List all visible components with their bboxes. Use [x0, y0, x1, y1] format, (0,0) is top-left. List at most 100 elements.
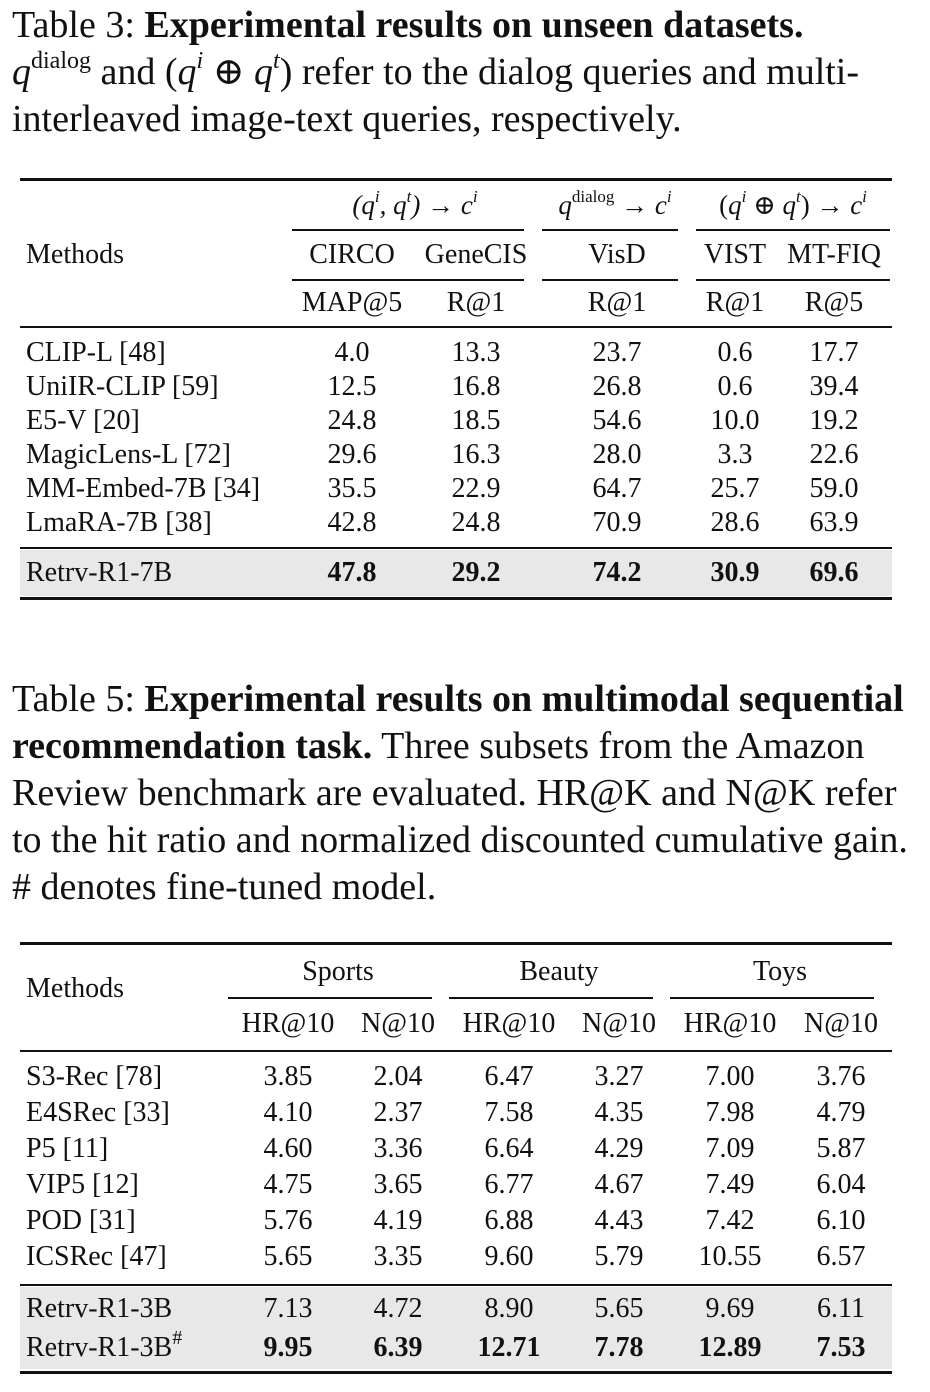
q-interleaved-symbol: (qi ⊕ qt) — [164, 48, 293, 93]
table5-metric: HR@10 — [241, 1008, 335, 1039]
table5-cell: 3.35 — [373, 1241, 423, 1272]
table3-cell: 29.6 — [327, 439, 377, 470]
table3-caption-bold: Experimental results on unseen datasets. — [144, 4, 804, 46]
table5-group-rule-1 — [228, 997, 432, 999]
table5-metric: N@10 — [360, 1008, 436, 1039]
table3-row-method: LmaRA-7B [38] — [26, 507, 212, 538]
table5-ours-cell: 4.72 — [373, 1293, 423, 1324]
table5-ours-cell: 6.11 — [817, 1293, 865, 1324]
table3-group-1-rule — [292, 229, 524, 231]
table5-ours-ft-cell: 9.95 — [263, 1332, 313, 1363]
table3-group-3-rule — [696, 229, 890, 231]
table5-top-rule — [20, 942, 892, 945]
table3-highlight-row — [20, 550, 892, 596]
table5-cell: 6.88 — [484, 1205, 534, 1236]
table3-cell: 25.7 — [710, 473, 760, 504]
table3-cell: 22.6 — [809, 439, 859, 470]
table5-ours-ft-cell: 7.78 — [594, 1332, 644, 1363]
table3-cell: 63.9 — [809, 507, 859, 538]
table5-ours-ft-cell: 12.71 — [477, 1332, 541, 1363]
table3-dataset-rule-3 — [696, 279, 890, 281]
table3-cell: 35.5 — [327, 473, 377, 504]
table3-cell: 3.3 — [717, 439, 753, 470]
table3-body-rule — [20, 547, 892, 549]
table5-ours-method: Retrv-R1-3B — [26, 1293, 173, 1324]
table5-cell: 9.60 — [484, 1241, 534, 1272]
table3-cell: 24.8 — [451, 507, 501, 538]
table5-caption-label: Table 5: — [12, 678, 135, 720]
table3-row-method: E5-V [20] — [26, 405, 140, 436]
table3-top-rule — [20, 178, 892, 181]
table5-cell: 4.75 — [263, 1169, 313, 1200]
table3-cell: 23.7 — [592, 337, 642, 368]
table5-cell: 2.37 — [373, 1097, 423, 1128]
table5-metric: N@10 — [803, 1008, 879, 1039]
table3-cell: 12.5 — [327, 371, 377, 402]
table3-cell: 17.7 — [809, 337, 859, 368]
table3-row-method: MagicLens-L [72] — [26, 439, 231, 470]
table5-ours-ft-method-label: Retrv-R1-3B — [26, 1332, 173, 1363]
table3-cell: 28.0 — [592, 439, 642, 470]
table3-cell: 70.9 — [592, 507, 642, 538]
table5-caption-bold: Experimental results on multimodal seque… — [12, 678, 904, 767]
table5-ours-ft-cell: 6.39 — [373, 1332, 423, 1363]
table5-row-method: ICSRec [47] — [26, 1241, 167, 1272]
table5-cell: 7.49 — [705, 1169, 755, 1200]
table5-methods-header: Methods — [26, 973, 124, 1004]
table5-metric: HR@10 — [462, 1008, 556, 1039]
table3-header-rule — [20, 326, 892, 328]
table3-cell: 64.7 — [592, 473, 642, 504]
table5-header-rule — [20, 1050, 892, 1052]
table5-cell: 5.79 — [594, 1241, 644, 1272]
table5-bottom-rule — [20, 1371, 892, 1374]
table5-cell: 10.55 — [698, 1241, 762, 1272]
table5-ours-ft-cell: 12.89 — [698, 1332, 762, 1363]
table3-dataset-circo: CIRCO — [309, 239, 395, 270]
table5-cell: 4.79 — [816, 1097, 866, 1128]
table3-cell: 16.3 — [451, 439, 501, 470]
table3-cell: 0.6 — [717, 371, 753, 402]
table3-group-2-rule — [542, 229, 678, 231]
table5-cell: 7.98 — [705, 1097, 755, 1128]
table3-cell: 42.8 — [327, 507, 377, 538]
table3-cell: 54.6 — [592, 405, 642, 436]
table5-ours-ft-cell: 7.53 — [816, 1332, 866, 1363]
table5-body-rule — [20, 1284, 892, 1286]
table3-ours-cell: 74.2 — [592, 557, 642, 588]
table5-cell: 6.10 — [816, 1205, 866, 1236]
finetuned-mark: # — [172, 1327, 183, 1349]
table5-cell: 5.65 — [263, 1241, 313, 1272]
table5-cell: 7.42 — [705, 1205, 755, 1236]
table3-group-1: (qi, qt) → ci — [352, 187, 478, 220]
table5-cell: 6.64 — [484, 1133, 534, 1164]
table5-cell: 3.76 — [816, 1061, 866, 1092]
table3-metric: R@5 — [804, 287, 864, 318]
table3-row-method: UniIR-CLIP [59] — [26, 371, 219, 402]
table3-ours-method: Retrv-R1-7B — [26, 557, 173, 588]
table5-cell: 6.57 — [816, 1241, 866, 1272]
table5-cell: 5.87 — [816, 1133, 866, 1164]
table5-ours-ft-method: Retrv-R1-3B# — [26, 1328, 182, 1365]
table3-metric: R@1 — [705, 287, 765, 318]
table3-methods-header: Methods — [26, 239, 124, 270]
table5-ours-cell: 7.13 — [263, 1293, 313, 1324]
table3-cell: 18.5 — [451, 405, 501, 436]
table5-cell: 6.47 — [484, 1061, 534, 1092]
table5-cell: 4.67 — [594, 1169, 644, 1200]
table5-cell: 4.10 — [263, 1097, 313, 1128]
table3-row-method: CLIP-L [48] — [26, 337, 166, 368]
table3-cell: 59.0 — [809, 473, 859, 504]
table5-caption-text: Three subsets from the Amazon Review ben… — [12, 725, 908, 908]
table5-metric: N@10 — [581, 1008, 657, 1039]
table3-cell: 26.8 — [592, 371, 642, 402]
table5-group-rule-2 — [449, 997, 653, 999]
table3-ours-cell: 30.9 — [710, 557, 760, 588]
table3-caption-text-1: and — [100, 51, 156, 93]
table3-dataset-rule-1 — [292, 279, 524, 281]
table3-cell: 39.4 — [809, 371, 859, 402]
table5-cell: 7.00 — [705, 1061, 755, 1092]
table5-group-sports: Sports — [302, 956, 374, 987]
table3-cell: 13.3 — [451, 337, 501, 368]
table5-cell: 3.65 — [373, 1169, 423, 1200]
table3-bottom-rule — [20, 597, 892, 600]
